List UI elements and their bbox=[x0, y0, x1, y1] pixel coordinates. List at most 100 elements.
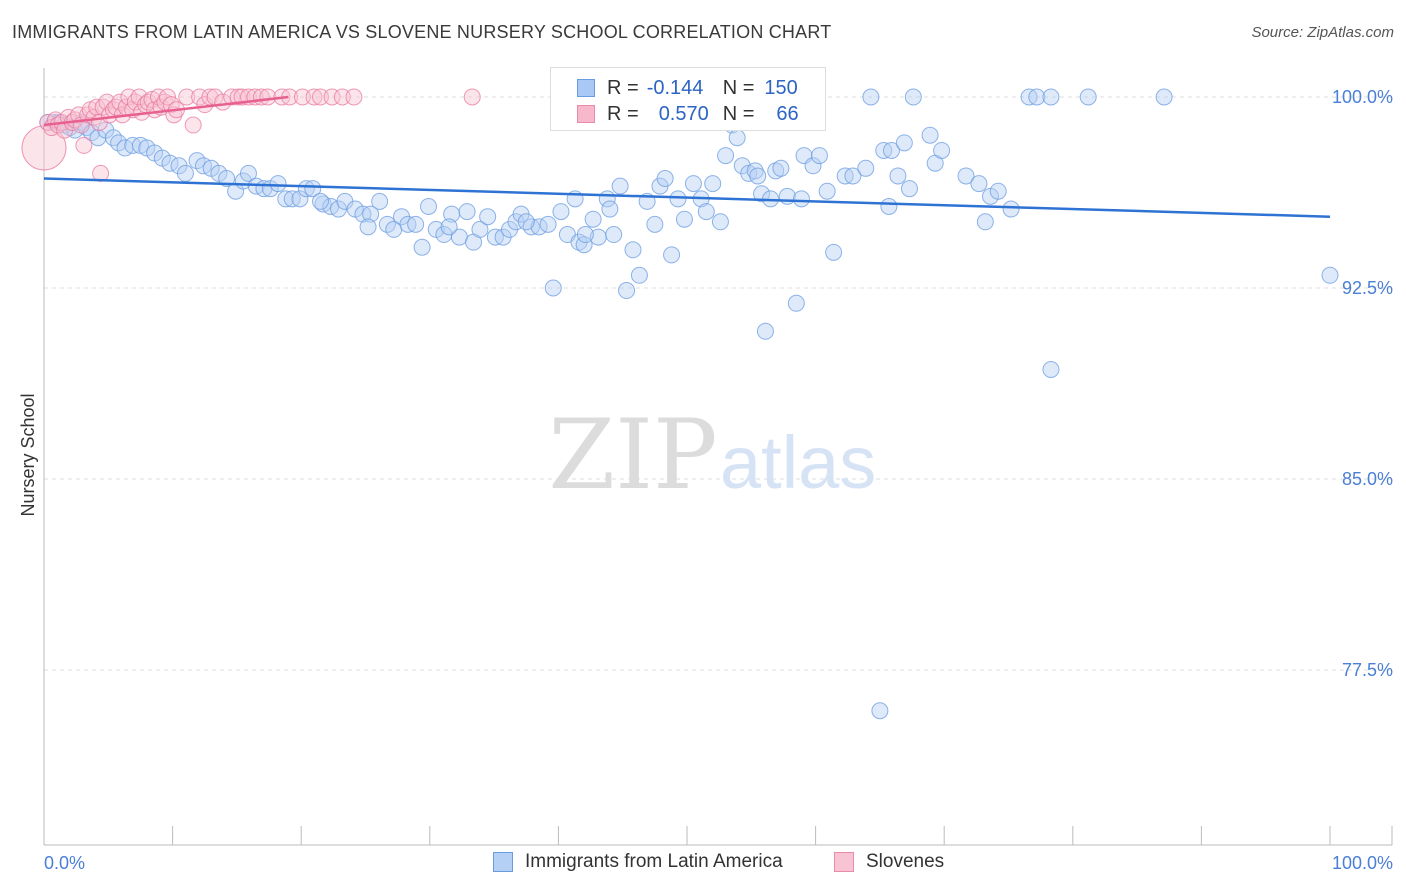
tick-labels: 100.0% 92.5% 85.0% 77.5% 0.0% 100.0% bbox=[44, 87, 1393, 873]
point-slovenes bbox=[333, 88, 351, 106]
point-latin-america bbox=[1028, 88, 1046, 106]
point-latin-america bbox=[933, 141, 951, 159]
legend-row-latin-america: R = -0.144 N = 150 bbox=[577, 76, 798, 100]
point-latin-america bbox=[1155, 88, 1173, 106]
legend-n-value: 150 bbox=[764, 76, 798, 99]
bottom-legend-label: Slovenes bbox=[866, 851, 945, 872]
bottom-legend-swatch-latin-america bbox=[493, 852, 513, 872]
correlation-legend: R = -0.144 N = 150 R = 0.570 N = 66 bbox=[550, 67, 826, 131]
point-latin-america bbox=[717, 147, 735, 165]
watermark-atlas: atlas bbox=[720, 421, 876, 504]
point-latin-america bbox=[471, 220, 489, 238]
point-latin-america bbox=[1042, 360, 1060, 378]
y-tick-label: 100.0% bbox=[1332, 87, 1393, 107]
point-latin-america bbox=[711, 213, 729, 231]
point-slovenes bbox=[162, 96, 180, 114]
chart-title: IMMIGRANTS FROM LATIN AMERICA VS SLOVENE… bbox=[12, 22, 832, 42]
point-latin-america bbox=[825, 243, 843, 261]
x-tick-label-min: 0.0% bbox=[44, 853, 85, 873]
legend-swatch-latin-america bbox=[577, 79, 595, 97]
point-latin-america bbox=[1321, 266, 1339, 284]
point-latin-america bbox=[772, 159, 790, 177]
point-slovenes bbox=[223, 88, 241, 106]
point-latin-america bbox=[656, 169, 674, 187]
point-slovenes bbox=[293, 88, 311, 106]
trend-line-slovenes bbox=[43, 95, 289, 127]
point-latin-america bbox=[970, 175, 988, 193]
point-latin-america bbox=[544, 279, 562, 297]
point-latin-america bbox=[669, 190, 687, 208]
point-latin-america bbox=[957, 167, 975, 185]
legend-n-label: N = bbox=[722, 102, 755, 125]
legend-r-value: -0.144 bbox=[646, 76, 704, 99]
point-latin-america bbox=[362, 205, 380, 223]
point-latin-america bbox=[1079, 88, 1097, 106]
point-latin-america bbox=[871, 702, 889, 720]
y-tick-label: 92.5% bbox=[1342, 278, 1393, 298]
point-latin-america bbox=[269, 175, 287, 193]
point-latin-america bbox=[359, 218, 377, 236]
point-latin-america bbox=[844, 167, 862, 185]
point-latin-america bbox=[753, 185, 771, 203]
trend-line-latin-america bbox=[43, 177, 1331, 218]
legend-n-value: 66 bbox=[776, 102, 799, 125]
point-latin-america bbox=[787, 294, 805, 312]
point-slovenes bbox=[311, 88, 329, 106]
point-latin-america bbox=[749, 167, 767, 185]
point-slovenes bbox=[184, 116, 202, 134]
y-tick-label: 85.0% bbox=[1342, 469, 1393, 489]
legend-row-slovenes: R = 0.570 N = 66 bbox=[577, 102, 799, 126]
legend-r-label: R = bbox=[607, 102, 639, 125]
point-latin-america bbox=[728, 129, 746, 147]
watermark-zip: ZIP bbox=[548, 399, 717, 511]
point-latin-america bbox=[291, 190, 309, 208]
point-latin-america bbox=[697, 203, 715, 221]
point-latin-america bbox=[646, 215, 664, 233]
point-slovenes bbox=[158, 88, 176, 106]
point-latin-america bbox=[818, 182, 836, 200]
data-points bbox=[21, 88, 1339, 720]
legend-n-label: N = bbox=[722, 76, 755, 99]
point-slovenes bbox=[345, 88, 363, 106]
point-latin-america bbox=[756, 322, 774, 340]
point-latin-america bbox=[104, 129, 122, 147]
point-latin-america bbox=[239, 164, 257, 182]
trend-lines bbox=[43, 95, 1331, 218]
point-latin-america bbox=[900, 180, 918, 198]
point-latin-america bbox=[792, 190, 810, 208]
point-latin-america bbox=[862, 88, 880, 106]
bottom-legend-swatch-slovenes bbox=[834, 852, 854, 872]
point-latin-america bbox=[297, 180, 315, 198]
point-latin-america bbox=[810, 147, 828, 165]
bottom-legend-label: Immigrants from Latin America bbox=[525, 851, 783, 872]
point-latin-america bbox=[176, 164, 194, 182]
point-latin-america bbox=[611, 177, 629, 195]
point-latin-america bbox=[218, 169, 236, 187]
y-axis-label: Nursery School bbox=[18, 393, 38, 516]
point-latin-america bbox=[880, 198, 898, 216]
point-latin-america bbox=[584, 210, 602, 228]
bottom-legend-slovenes: Slovenes bbox=[834, 851, 944, 873]
axes bbox=[43, 68, 1393, 846]
point-slovenes bbox=[75, 136, 93, 154]
point-latin-america bbox=[311, 192, 329, 210]
point-latin-america bbox=[576, 226, 594, 244]
point-latin-america bbox=[458, 203, 476, 221]
point-latin-america bbox=[895, 134, 913, 152]
point-latin-america bbox=[552, 203, 570, 221]
legend-swatch-slovenes bbox=[577, 105, 595, 123]
point-latin-america bbox=[407, 215, 425, 233]
point-slovenes bbox=[323, 88, 341, 106]
point-latin-america bbox=[704, 175, 722, 193]
point-slovenes bbox=[463, 88, 481, 106]
point-latin-america bbox=[413, 238, 431, 256]
watermark: ZIP atlas bbox=[548, 399, 876, 511]
point-latin-america bbox=[675, 210, 693, 228]
point-latin-america bbox=[767, 162, 785, 180]
point-slovenes bbox=[305, 88, 323, 106]
point-slovenes bbox=[229, 88, 247, 106]
point-latin-america bbox=[889, 167, 907, 185]
point-latin-america bbox=[882, 141, 900, 159]
point-latin-america bbox=[663, 246, 681, 264]
